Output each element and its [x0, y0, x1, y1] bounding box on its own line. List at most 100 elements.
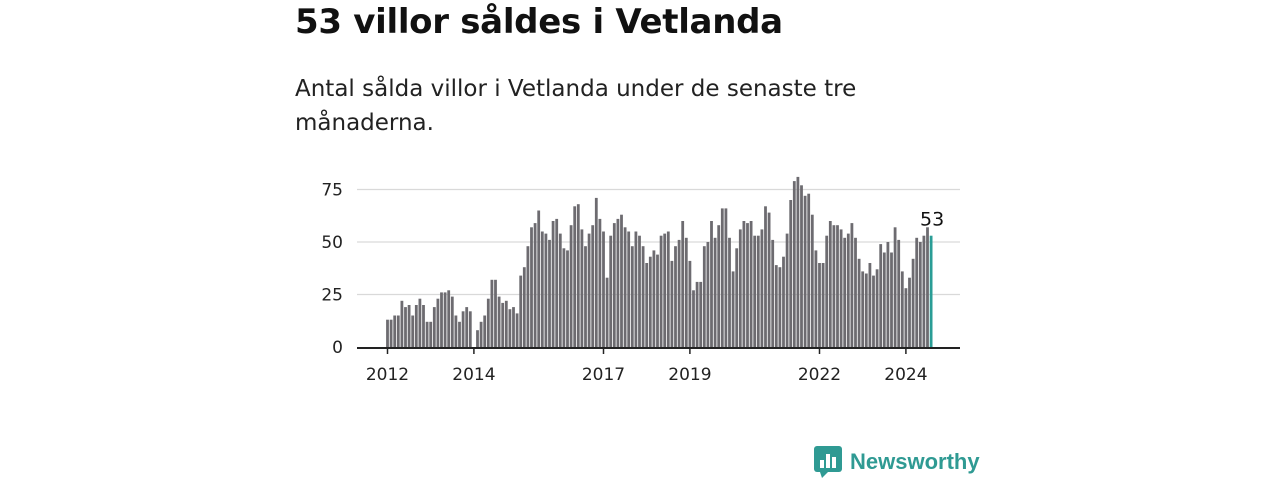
x-tick-label: 2019 [668, 365, 711, 385]
bar [861, 271, 865, 347]
bar [641, 246, 645, 347]
bar [454, 315, 458, 347]
bar [432, 307, 436, 347]
bar [764, 206, 767, 347]
bar [746, 223, 749, 347]
bar [555, 218, 559, 347]
bar [634, 231, 638, 347]
bar [501, 302, 505, 347]
bar [443, 292, 447, 347]
bar [872, 275, 875, 347]
bar [760, 229, 764, 347]
bar [782, 256, 785, 347]
bar [530, 227, 533, 347]
bar [461, 311, 465, 347]
y-tick-label: 75 [321, 181, 343, 201]
bar [774, 265, 778, 347]
bar [648, 256, 652, 347]
bar [515, 313, 519, 347]
bar [548, 239, 551, 347]
bar [645, 263, 649, 347]
bar [882, 252, 886, 347]
bar [594, 197, 598, 347]
bar [429, 321, 433, 347]
bar [566, 250, 569, 347]
bar [616, 218, 620, 347]
bar [494, 279, 497, 347]
bar [915, 237, 919, 347]
bar [893, 227, 897, 347]
bar [807, 193, 811, 347]
bar [422, 305, 425, 347]
bar [436, 298, 440, 347]
bar [879, 244, 883, 347]
bar-chart-logo-icon [814, 446, 842, 478]
highlight-value-label: 53 [920, 209, 944, 231]
bar [612, 223, 616, 347]
brand-name: Newsworthy [850, 449, 980, 474]
bar [681, 221, 685, 347]
bar [609, 235, 613, 347]
bar [497, 296, 501, 347]
bar [666, 231, 670, 347]
bar [738, 229, 742, 347]
y-tick-label: 0 [332, 338, 343, 358]
bar [850, 223, 854, 347]
bar [908, 277, 911, 347]
bar [728, 237, 731, 347]
bar [699, 281, 703, 347]
bar [580, 229, 584, 347]
bar [418, 298, 422, 347]
bar [476, 330, 479, 347]
bar [922, 235, 926, 347]
bar [620, 214, 623, 347]
bar [792, 181, 796, 347]
bar [918, 242, 922, 347]
bar [713, 237, 717, 347]
bar [512, 307, 515, 347]
bar [663, 233, 667, 347]
bar [789, 200, 793, 347]
bar [825, 235, 829, 347]
bar-chart: 0 25 50 75 53 2012 2014 2017 2019 2022 2024 [321, 176, 960, 385]
bar [537, 210, 541, 347]
bar [519, 275, 523, 347]
bar [540, 231, 544, 347]
bar [522, 267, 526, 347]
bar [602, 231, 605, 347]
bar [652, 250, 656, 347]
bar [785, 233, 789, 347]
bar [670, 260, 674, 347]
bar [396, 315, 400, 347]
bar [706, 242, 710, 347]
x-tick-label: 2012 [366, 365, 409, 385]
bar [468, 311, 472, 347]
x-tick-label: 2022 [798, 365, 841, 385]
bar [627, 231, 631, 347]
highlight-bar [929, 235, 933, 347]
bar [796, 176, 800, 347]
bar [576, 204, 580, 347]
bar [832, 225, 836, 347]
bar [720, 208, 724, 347]
bar [587, 233, 591, 347]
brand-logo: Newsworthy [814, 446, 980, 478]
bar [904, 288, 908, 347]
bar [821, 263, 825, 347]
bar [677, 239, 681, 347]
bar [771, 239, 775, 347]
bar [656, 254, 659, 347]
bar [458, 321, 461, 347]
bar [400, 300, 404, 347]
x-tick-label: 2024 [884, 365, 927, 385]
bar [486, 298, 490, 347]
bar [900, 271, 904, 347]
bar [843, 237, 847, 347]
bar [890, 252, 893, 347]
bar [710, 221, 713, 347]
y-tick-label: 50 [321, 233, 343, 253]
bar [857, 258, 861, 347]
bar [483, 315, 487, 347]
bar [569, 225, 573, 347]
bar [479, 321, 483, 347]
